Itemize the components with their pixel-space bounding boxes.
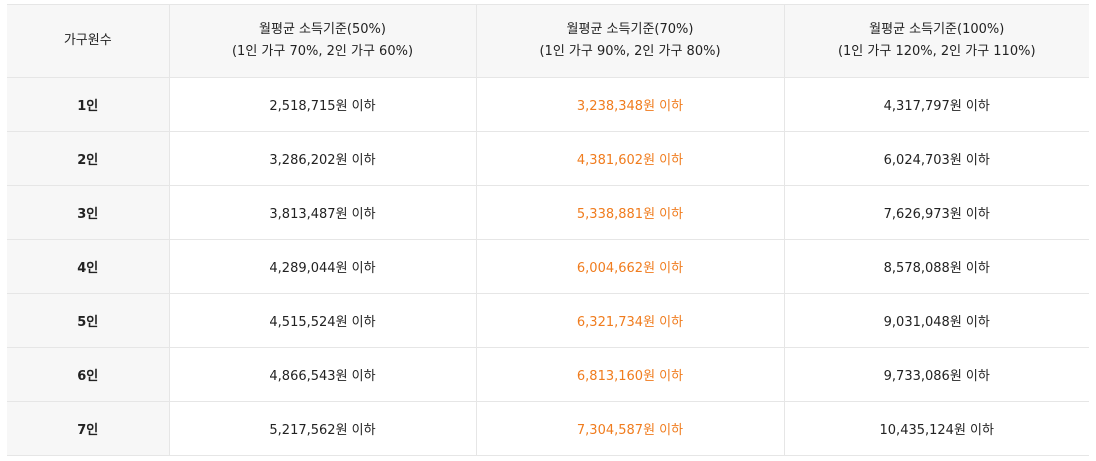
income-50-cell: 3,813,487원 이하 [169,186,476,240]
household-size-cell: 5인 [7,294,169,348]
income-50-cell: 4,866,543원 이하 [169,348,476,402]
income-70-cell: 6,321,734원 이하 [476,294,784,348]
table-row: 4인 4,289,044원 이하 6,004,662원 이하 8,578,088… [7,240,1089,294]
household-size-cell: 4인 [7,240,169,294]
income-70-cell: 5,338,881원 이하 [476,186,784,240]
household-size-cell: 2인 [7,132,169,186]
header-income-100-sub: (1인 가구 120%, 2인 가구 110%) [785,41,1090,63]
table-body: 1인 2,518,715원 이하 3,238,348원 이하 4,317,797… [7,78,1089,456]
income-70-cell: 4,381,602원 이하 [476,132,784,186]
income-100-cell: 9,031,048원 이하 [784,294,1089,348]
household-size-cell: 6인 [7,348,169,402]
household-size-cell: 7인 [7,402,169,456]
income-70-cell: 7,304,587원 이하 [476,402,784,456]
table-header: 가구원수 월평균 소득기준(50%) (1인 가구 70%, 2인 가구 60%… [7,5,1089,78]
table-row: 6인 4,866,543원 이하 6,813,160원 이하 9,733,086… [7,348,1089,402]
header-income-100-title: 월평균 소득기준(100%) [785,19,1090,41]
header-income-70: 월평균 소득기준(70%) (1인 가구 90%, 2인 가구 80%) [476,5,784,78]
income-50-cell: 2,518,715원 이하 [169,78,476,132]
income-standard-table: 가구원수 월평균 소득기준(50%) (1인 가구 70%, 2인 가구 60%… [7,4,1089,456]
table-row: 5인 4,515,524원 이하 6,321,734원 이하 9,031,048… [7,294,1089,348]
header-income-50: 월평균 소득기준(50%) (1인 가구 70%, 2인 가구 60%) [169,5,476,78]
table-row: 2인 3,286,202원 이하 4,381,602원 이하 6,024,703… [7,132,1089,186]
income-100-cell: 10,435,124원 이하 [784,402,1089,456]
table-row: 1인 2,518,715원 이하 3,238,348원 이하 4,317,797… [7,78,1089,132]
header-income-70-title: 월평균 소득기준(70%) [477,19,784,41]
income-100-cell: 9,733,086원 이하 [784,348,1089,402]
household-size-cell: 1인 [7,78,169,132]
header-income-100: 월평균 소득기준(100%) (1인 가구 120%, 2인 가구 110%) [784,5,1089,78]
table-row: 3인 3,813,487원 이하 5,338,881원 이하 7,626,973… [7,186,1089,240]
income-70-cell: 3,238,348원 이하 [476,78,784,132]
income-100-cell: 8,578,088원 이하 [784,240,1089,294]
income-70-cell: 6,813,160원 이하 [476,348,784,402]
table-row: 7인 5,217,562원 이하 7,304,587원 이하 10,435,12… [7,402,1089,456]
income-50-cell: 4,515,524원 이하 [169,294,476,348]
header-income-50-sub: (1인 가구 70%, 2인 가구 60%) [170,41,476,63]
header-household-size: 가구원수 [7,5,169,78]
header-row: 가구원수 월평균 소득기준(50%) (1인 가구 70%, 2인 가구 60%… [7,5,1089,78]
income-50-cell: 3,286,202원 이하 [169,132,476,186]
income-50-cell: 4,289,044원 이하 [169,240,476,294]
income-100-cell: 6,024,703원 이하 [784,132,1089,186]
income-50-cell: 5,217,562원 이하 [169,402,476,456]
household-size-cell: 3인 [7,186,169,240]
income-100-cell: 7,626,973원 이하 [784,186,1089,240]
income-100-cell: 4,317,797원 이하 [784,78,1089,132]
header-income-70-sub: (1인 가구 90%, 2인 가구 80%) [477,41,784,63]
header-household-size-title: 가구원수 [7,30,169,52]
income-70-cell: 6,004,662원 이하 [476,240,784,294]
header-income-50-title: 월평균 소득기준(50%) [170,19,476,41]
